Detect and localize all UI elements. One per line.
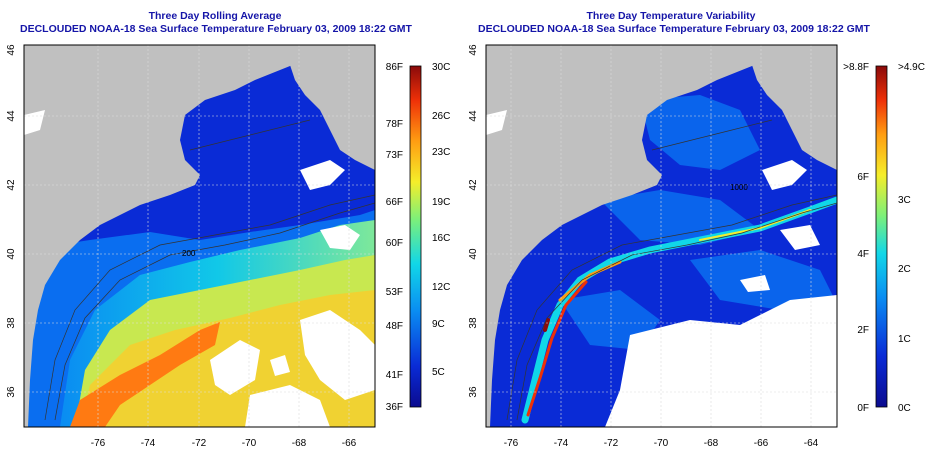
left-x-tick: -76	[91, 438, 106, 449]
right-colorbar-celsius-labels: >4.9C 3C 2C 1C 0C	[898, 62, 925, 414]
right-cb-c-label: 2C	[898, 264, 911, 275]
right-y-tick: 46	[468, 44, 479, 56]
left-x-tick: -68	[292, 438, 307, 449]
right-y-tick: 40	[468, 248, 479, 260]
right-cb-f-label: 6F	[857, 172, 869, 183]
left-cb-c-label: 9C	[432, 319, 445, 330]
left-grid-lines	[24, 45, 375, 427]
left-title-line2: DECLOUDED NOAA-18 Sea Surface Temperatur…	[20, 23, 412, 35]
left-map: 200	[24, 45, 375, 427]
left-cb-f-label: 41F	[386, 370, 403, 381]
left-y-tick: 42	[6, 179, 17, 191]
left-cb-f-label: 78F	[386, 119, 403, 130]
left-x-tick: -70	[242, 438, 257, 449]
right-cb-f-label: 2F	[857, 325, 869, 336]
right-y-tick: 42	[468, 179, 479, 191]
right-cb-c-label: 0C	[898, 403, 911, 414]
right-map-frame	[485, 44, 838, 428]
left-map-frame	[23, 44, 376, 428]
right-cb-f-label: 4F	[857, 249, 869, 260]
right-x-tick: -76	[504, 438, 519, 449]
left-colorbar: 86F 78F 73F 66F 60F 53F 48F 41F 36F 30C …	[386, 62, 451, 413]
left-y-tick: 38	[6, 317, 17, 329]
left-x-axis: -76 -74 -72 -70 -68 -66 -64	[91, 438, 357, 449]
right-colorbar-fahrenheit-labels: >8.8F 6F 4F 2F 0F	[843, 62, 869, 414]
left-cb-c-label: 16C	[432, 233, 450, 244]
left-x-tick: -66	[342, 438, 357, 449]
left-y-tick: 44	[6, 110, 17, 122]
left-land-north-america	[24, 45, 330, 427]
right-cb-c-label: >4.9C	[898, 62, 925, 73]
right-y-tick: 38	[468, 317, 479, 329]
right-contour-label-1000: 1000	[730, 183, 748, 192]
right-title-line2: DECLOUDED NOAA-18 Sea Surface Temperatur…	[478, 23, 870, 35]
right-x-tick: -64	[804, 438, 819, 449]
right-y-tick: 36	[468, 386, 479, 398]
left-cb-f-label: 73F	[386, 150, 403, 161]
right-cloud-patch-gom	[762, 160, 807, 190]
left-cb-c-label: 19C	[432, 197, 450, 208]
left-colorbar-celsius-labels: 30C 26C 23C 19C 16C 12C 9C 5C	[432, 62, 450, 378]
right-map-title: Three Day Temperature Variability DECLOU…	[478, 10, 870, 36]
left-x-tick: -74	[141, 438, 156, 449]
right-x-axis: -76 -74 -72 -70 -68 -66 -64	[504, 438, 819, 449]
right-land-north-america	[486, 45, 792, 427]
left-cb-f-label: 53F	[386, 287, 403, 298]
left-contour-label-200: 200	[182, 249, 196, 258]
right-colorbar-gradient	[875, 65, 888, 408]
left-cb-c-label: 12C	[432, 282, 450, 293]
right-bathymetry-contours	[506, 119, 837, 421]
left-gulf-stream-core	[70, 322, 220, 427]
right-x-tick: -74	[554, 438, 569, 449]
right-grid-lines	[486, 45, 837, 427]
right-land-nova-scotia	[752, 45, 837, 170]
left-cb-f-label: 60F	[386, 238, 403, 249]
left-cb-f-label: 36F	[386, 402, 403, 413]
left-bathymetry-contours	[44, 119, 375, 421]
right-colorbar: >8.8F 6F 4F 2F 0F >4.9C 3C 2C 1C 0C	[843, 62, 925, 414]
right-x-tick: -66	[754, 438, 769, 449]
left-cb-f-label: 48F	[386, 321, 403, 332]
right-y-axis: 46 44 42 40 38 36	[468, 44, 479, 398]
left-cb-c-label: 23C	[432, 147, 450, 158]
left-colorbar-fahrenheit-labels: 86F 78F 73F 66F 60F 53F 48F 41F 36F	[386, 62, 403, 413]
right-y-tick: 44	[468, 110, 479, 122]
right-cb-f-label: >8.8F	[843, 62, 869, 73]
right-title-line1: Three Day Temperature Variability	[586, 10, 756, 22]
left-land-nova-scotia	[290, 45, 375, 170]
right-cb-f-label: 0F	[857, 403, 869, 414]
left-y-tick: 40	[6, 248, 17, 260]
left-cb-c-label: 30C	[432, 62, 450, 73]
left-cb-c-label: 5C	[432, 367, 445, 378]
right-x-tick: -72	[604, 438, 619, 449]
left-y-axis: 46 44 42 40 38 36	[6, 44, 17, 398]
right-no-data-south	[605, 295, 837, 427]
right-cb-c-label: 3C	[898, 195, 911, 206]
left-cloud-patch-gom	[300, 160, 345, 190]
left-cb-c-label: 26C	[432, 111, 450, 122]
left-cb-f-label: 66F	[386, 197, 403, 208]
left-y-tick: 46	[6, 44, 17, 56]
right-no-data-patches	[740, 225, 820, 292]
right-x-tick: -68	[704, 438, 719, 449]
left-colorbar-gradient	[409, 65, 422, 408]
left-title-line1: Three Day Rolling Average	[148, 10, 282, 22]
right-x-tick: -70	[654, 438, 669, 449]
left-no-data-patches	[210, 225, 375, 427]
right-map: 1000	[486, 45, 837, 427]
left-map-title: Three Day Rolling Average DECLOUDED NOAA…	[20, 10, 412, 36]
left-y-tick: 36	[6, 386, 17, 398]
right-cb-c-label: 1C	[898, 334, 911, 345]
left-x-tick: -72	[192, 438, 207, 449]
left-cb-f-label: 86F	[386, 62, 403, 73]
